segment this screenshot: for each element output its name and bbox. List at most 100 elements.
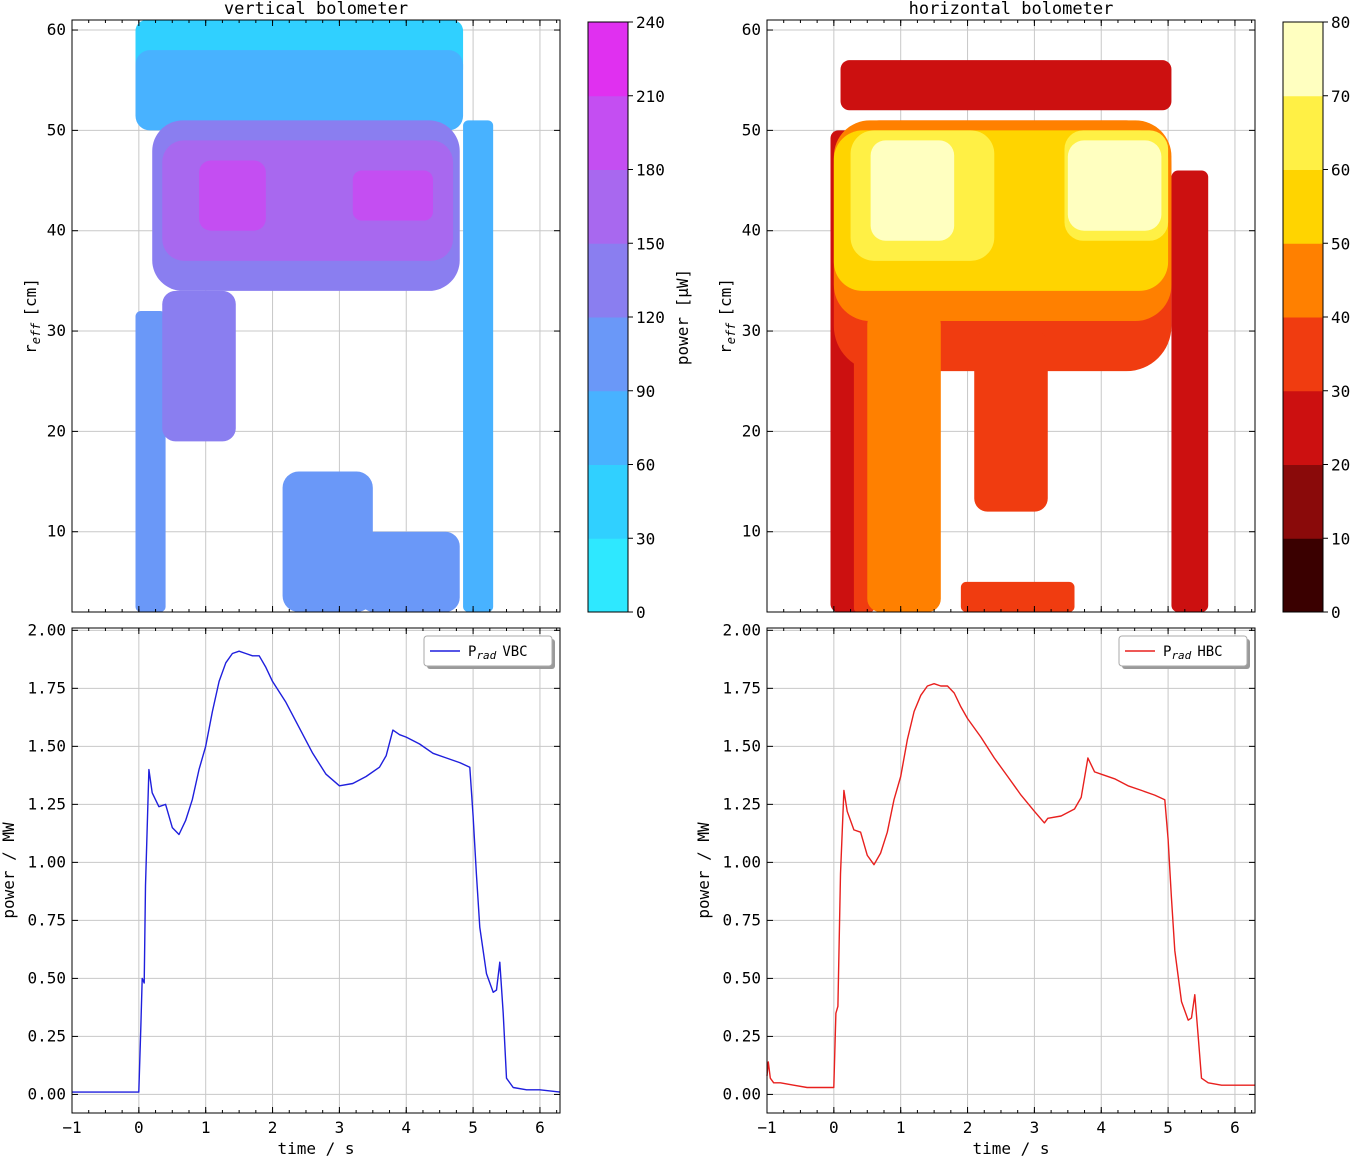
y-tick-label: 60 <box>742 20 761 39</box>
contour-region <box>867 310 941 612</box>
colorbar-swatch <box>588 464 628 539</box>
colorbar-tick-label: 0 <box>636 603 646 622</box>
legend-label: Prad VBC <box>468 644 528 662</box>
ticks: −1 0 1 2 3 4 5 6 0.00 0.25 0.50 0.75 1.00 1.25 1.50 1.7… <box>722 620 1255 1137</box>
colorbar-swatch <box>1283 317 1323 392</box>
colorbar-swatch <box>588 538 628 613</box>
colorbar-tick-label: 0 <box>1331 603 1341 622</box>
y-axis-label-sub: eff <box>29 322 43 344</box>
legend-label: Prad HBC <box>1163 644 1223 662</box>
colorbar-tick-label: 30 <box>636 529 655 548</box>
y-axis-label: reff [cm] <box>716 278 738 354</box>
x-tick-label: 2 <box>963 1118 973 1137</box>
y-tick-label: 1.75 <box>27 678 66 697</box>
contour-regions <box>135 20 494 612</box>
y-tick-label: 1.75 <box>722 678 761 697</box>
x-tick-label: −1 <box>62 1118 81 1137</box>
colorbar-swatch <box>1283 22 1323 97</box>
legend: Prad HBC <box>1118 635 1250 669</box>
x-tick-label: 5 <box>1163 1118 1173 1137</box>
colorbar-tl: 0 30 60 90 120 150 180 210 240 power [µW] <box>587 13 692 622</box>
contour-region <box>199 160 266 231</box>
contour-region <box>870 140 955 241</box>
colorbar-label: power [µW] <box>673 269 692 365</box>
x-tick-label: 1 <box>896 1118 906 1137</box>
colorbar-tick-label: 20 <box>1331 456 1350 475</box>
legend-label-sub: rad <box>476 649 496 662</box>
colorbar-tick-label: 240 <box>636 13 665 32</box>
y-tick-label: 1.25 <box>27 794 66 813</box>
y-tick-label: 10 <box>47 522 66 541</box>
x-tick-label: 5 <box>468 1118 478 1137</box>
x-tick-label: 3 <box>335 1118 345 1137</box>
colorbar-tick-label: 60 <box>636 456 655 475</box>
y-tick-label: 40 <box>742 221 761 240</box>
legend-label-main: P <box>468 644 476 660</box>
legend: Prad VBC <box>423 635 555 669</box>
chart-title: horizontal bolometer <box>909 0 1114 19</box>
y-axis-label-unit: [cm] <box>21 278 40 317</box>
y-tick-label: 0.25 <box>722 1026 761 1045</box>
contour-region <box>162 290 236 442</box>
colorbar-swatch <box>1283 538 1323 613</box>
legend-box <box>423 635 553 667</box>
colorbar-tick-label: 40 <box>1331 308 1350 327</box>
y-tick-label: 1.25 <box>722 794 761 813</box>
colorbar-swatch <box>1283 169 1323 244</box>
x-tick-label: 3 <box>1030 1118 1040 1137</box>
contour-region <box>359 531 460 612</box>
y-axis-label-main: r <box>21 344 40 354</box>
x-tick-label: 2 <box>268 1118 278 1137</box>
x-tick-label: 6 <box>535 1118 545 1137</box>
ticks: 10 20 30 40 50 60 <box>742 20 1255 612</box>
y-tick-label: 1.00 <box>27 852 66 871</box>
heatmap-panel-tl: 10 20 30 40 50 60 vertical bolometer reff [cm] <box>21 0 561 613</box>
y-tick-label: 30 <box>47 321 66 340</box>
ticks: −1 0 1 2 3 4 5 6 0.00 0.25 0.50 0.75 1.00 1.25 1.50 1.7… <box>27 620 560 1137</box>
y-tick-label: 1.50 <box>27 736 66 755</box>
y-axis-label: power / MW <box>694 822 713 919</box>
y-tick-label: 0.00 <box>27 1084 66 1103</box>
legend-box <box>1118 635 1248 667</box>
colorbar-swatch <box>588 169 628 244</box>
legend-label-main: P <box>1163 644 1171 660</box>
y-axis-label: reff [cm] <box>21 278 43 354</box>
chart-title: vertical bolometer <box>224 0 408 19</box>
colorbar-tick-label: 10 <box>1331 529 1350 548</box>
grid-lines <box>71 628 560 1113</box>
colorbar-tick-label: 60 <box>1331 161 1350 180</box>
y-tick-label: 0.75 <box>27 910 66 929</box>
y-tick-label: 30 <box>742 321 761 340</box>
heatmap-panel-tr: 10 20 30 40 50 60 horizontal bolometer reff [cm] <box>716 0 1256 613</box>
ticks: 10 20 30 40 50 60 <box>47 20 560 612</box>
colorbar-tick-label: 30 <box>1331 382 1350 401</box>
x-tick-label: 0 <box>134 1118 144 1137</box>
legend-label-sub: rad <box>1171 649 1191 662</box>
contour-regions <box>830 60 1209 612</box>
colorbar-tick-label: 180 <box>636 161 665 180</box>
contour-region <box>1171 170 1209 612</box>
colorbar-swatch <box>588 95 628 170</box>
legend-label-rest: HBC <box>1197 644 1222 660</box>
line-panel-bl: −1 0 1 2 3 4 5 6 0.00 0.25 0.50 0.75 1.00 1.25 1.50 1.7… <box>0 620 561 1157</box>
y-tick-label: 0.75 <box>722 910 761 929</box>
colorbar-swatch <box>588 390 628 465</box>
x-tick-label: 6 <box>1230 1118 1240 1137</box>
contour-region <box>840 60 1172 111</box>
x-axis-label: time / s <box>277 1139 354 1157</box>
y-axis-label-main: r <box>716 344 735 354</box>
colorbar-tick-label: 80 <box>1331 13 1350 32</box>
contour-region <box>135 50 464 131</box>
y-tick-label: 2.00 <box>27 620 66 639</box>
contour-region <box>282 471 373 612</box>
colorbar-tick-label: 50 <box>1331 234 1350 253</box>
series-line <box>72 650 561 1093</box>
contour-region <box>1067 140 1162 231</box>
x-tick-label: 4 <box>401 1118 411 1137</box>
plot-frame <box>71 627 561 1114</box>
contour-region <box>974 331 1048 512</box>
grid-lines <box>766 628 1255 1113</box>
y-tick-label: 50 <box>742 120 761 139</box>
plot-frame <box>71 19 561 613</box>
